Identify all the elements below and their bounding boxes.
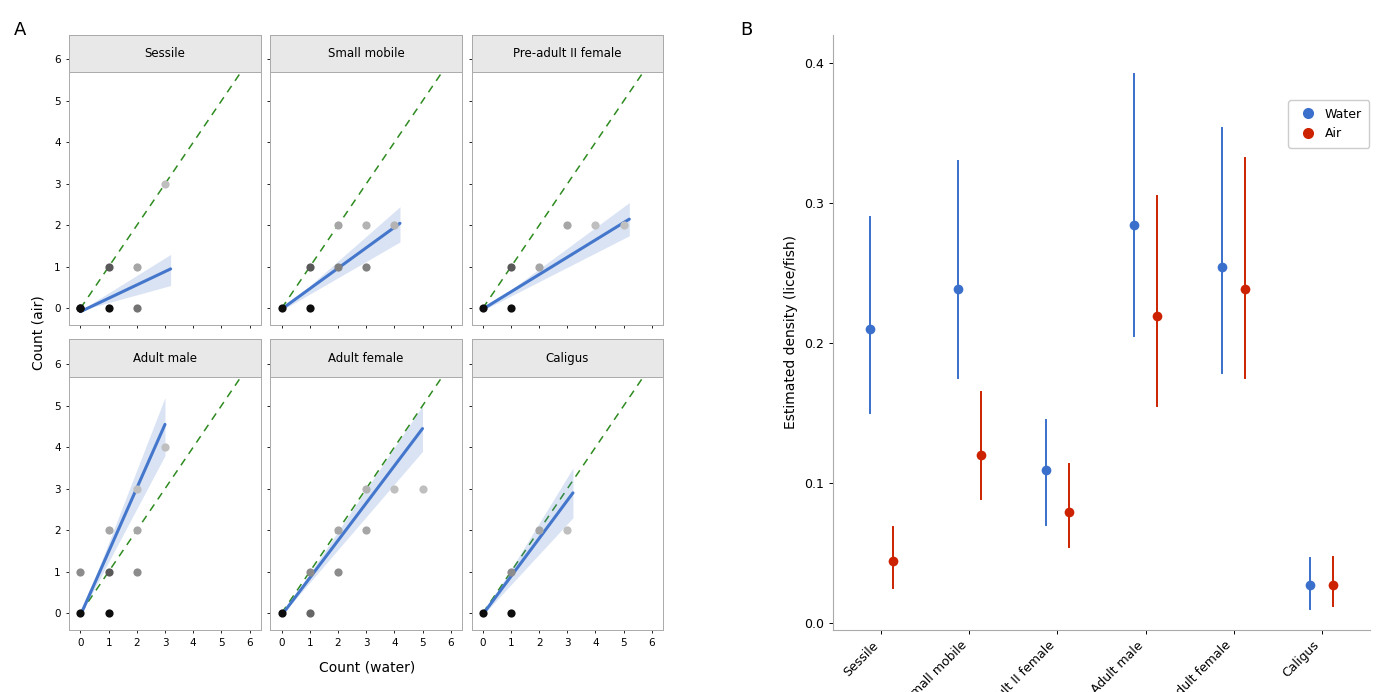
FancyBboxPatch shape — [472, 35, 663, 73]
Point — [556, 525, 579, 536]
Text: Caligus: Caligus — [545, 352, 590, 365]
Point — [356, 262, 378, 273]
Text: Sessile: Sessile — [144, 47, 185, 60]
Point — [98, 608, 120, 619]
Point — [98, 303, 120, 314]
Text: B: B — [740, 21, 753, 39]
Point — [270, 608, 292, 619]
Point — [356, 220, 378, 231]
Point — [270, 303, 292, 314]
Point — [69, 303, 91, 314]
Point — [126, 525, 148, 536]
Text: Adult female: Adult female — [328, 352, 404, 365]
Point — [356, 483, 378, 494]
Point — [411, 483, 433, 494]
Point — [327, 525, 349, 536]
Point — [383, 220, 406, 231]
Point — [529, 262, 551, 273]
Point — [69, 566, 91, 577]
Point — [327, 220, 349, 231]
Text: Count (water): Count (water) — [318, 661, 415, 675]
Point — [500, 262, 522, 273]
Point — [69, 303, 91, 314]
FancyBboxPatch shape — [69, 35, 260, 73]
Point — [98, 262, 120, 273]
Point — [327, 262, 349, 273]
Text: Count (air): Count (air) — [32, 295, 46, 370]
Legend: Water, Air: Water, Air — [1289, 100, 1369, 147]
Point — [500, 303, 522, 314]
FancyBboxPatch shape — [472, 339, 663, 377]
Point — [584, 220, 606, 231]
Point — [556, 220, 579, 231]
Point — [126, 262, 148, 273]
Point — [299, 262, 321, 273]
Point — [472, 608, 494, 619]
Point — [154, 179, 176, 190]
Point — [98, 525, 120, 536]
FancyBboxPatch shape — [69, 339, 260, 377]
Text: Small mobile: Small mobile — [328, 47, 404, 60]
Point — [472, 303, 494, 314]
Point — [356, 525, 378, 536]
Point — [327, 566, 349, 577]
Y-axis label: Estimated density (lice/fish): Estimated density (lice/fish) — [785, 235, 799, 429]
Point — [383, 483, 406, 494]
Point — [500, 608, 522, 619]
Point — [529, 525, 551, 536]
Text: A: A — [14, 21, 26, 39]
Point — [126, 566, 148, 577]
Point — [299, 303, 321, 314]
FancyBboxPatch shape — [270, 35, 462, 73]
Point — [126, 303, 148, 314]
Point — [154, 441, 176, 453]
Point — [299, 608, 321, 619]
Text: Adult male: Adult male — [133, 352, 197, 365]
Point — [500, 566, 522, 577]
Point — [613, 220, 635, 231]
Text: Pre-adult II female: Pre-adult II female — [513, 47, 621, 60]
FancyBboxPatch shape — [270, 339, 462, 377]
Point — [299, 566, 321, 577]
Point — [98, 566, 120, 577]
Point — [126, 483, 148, 494]
Point — [69, 608, 91, 619]
